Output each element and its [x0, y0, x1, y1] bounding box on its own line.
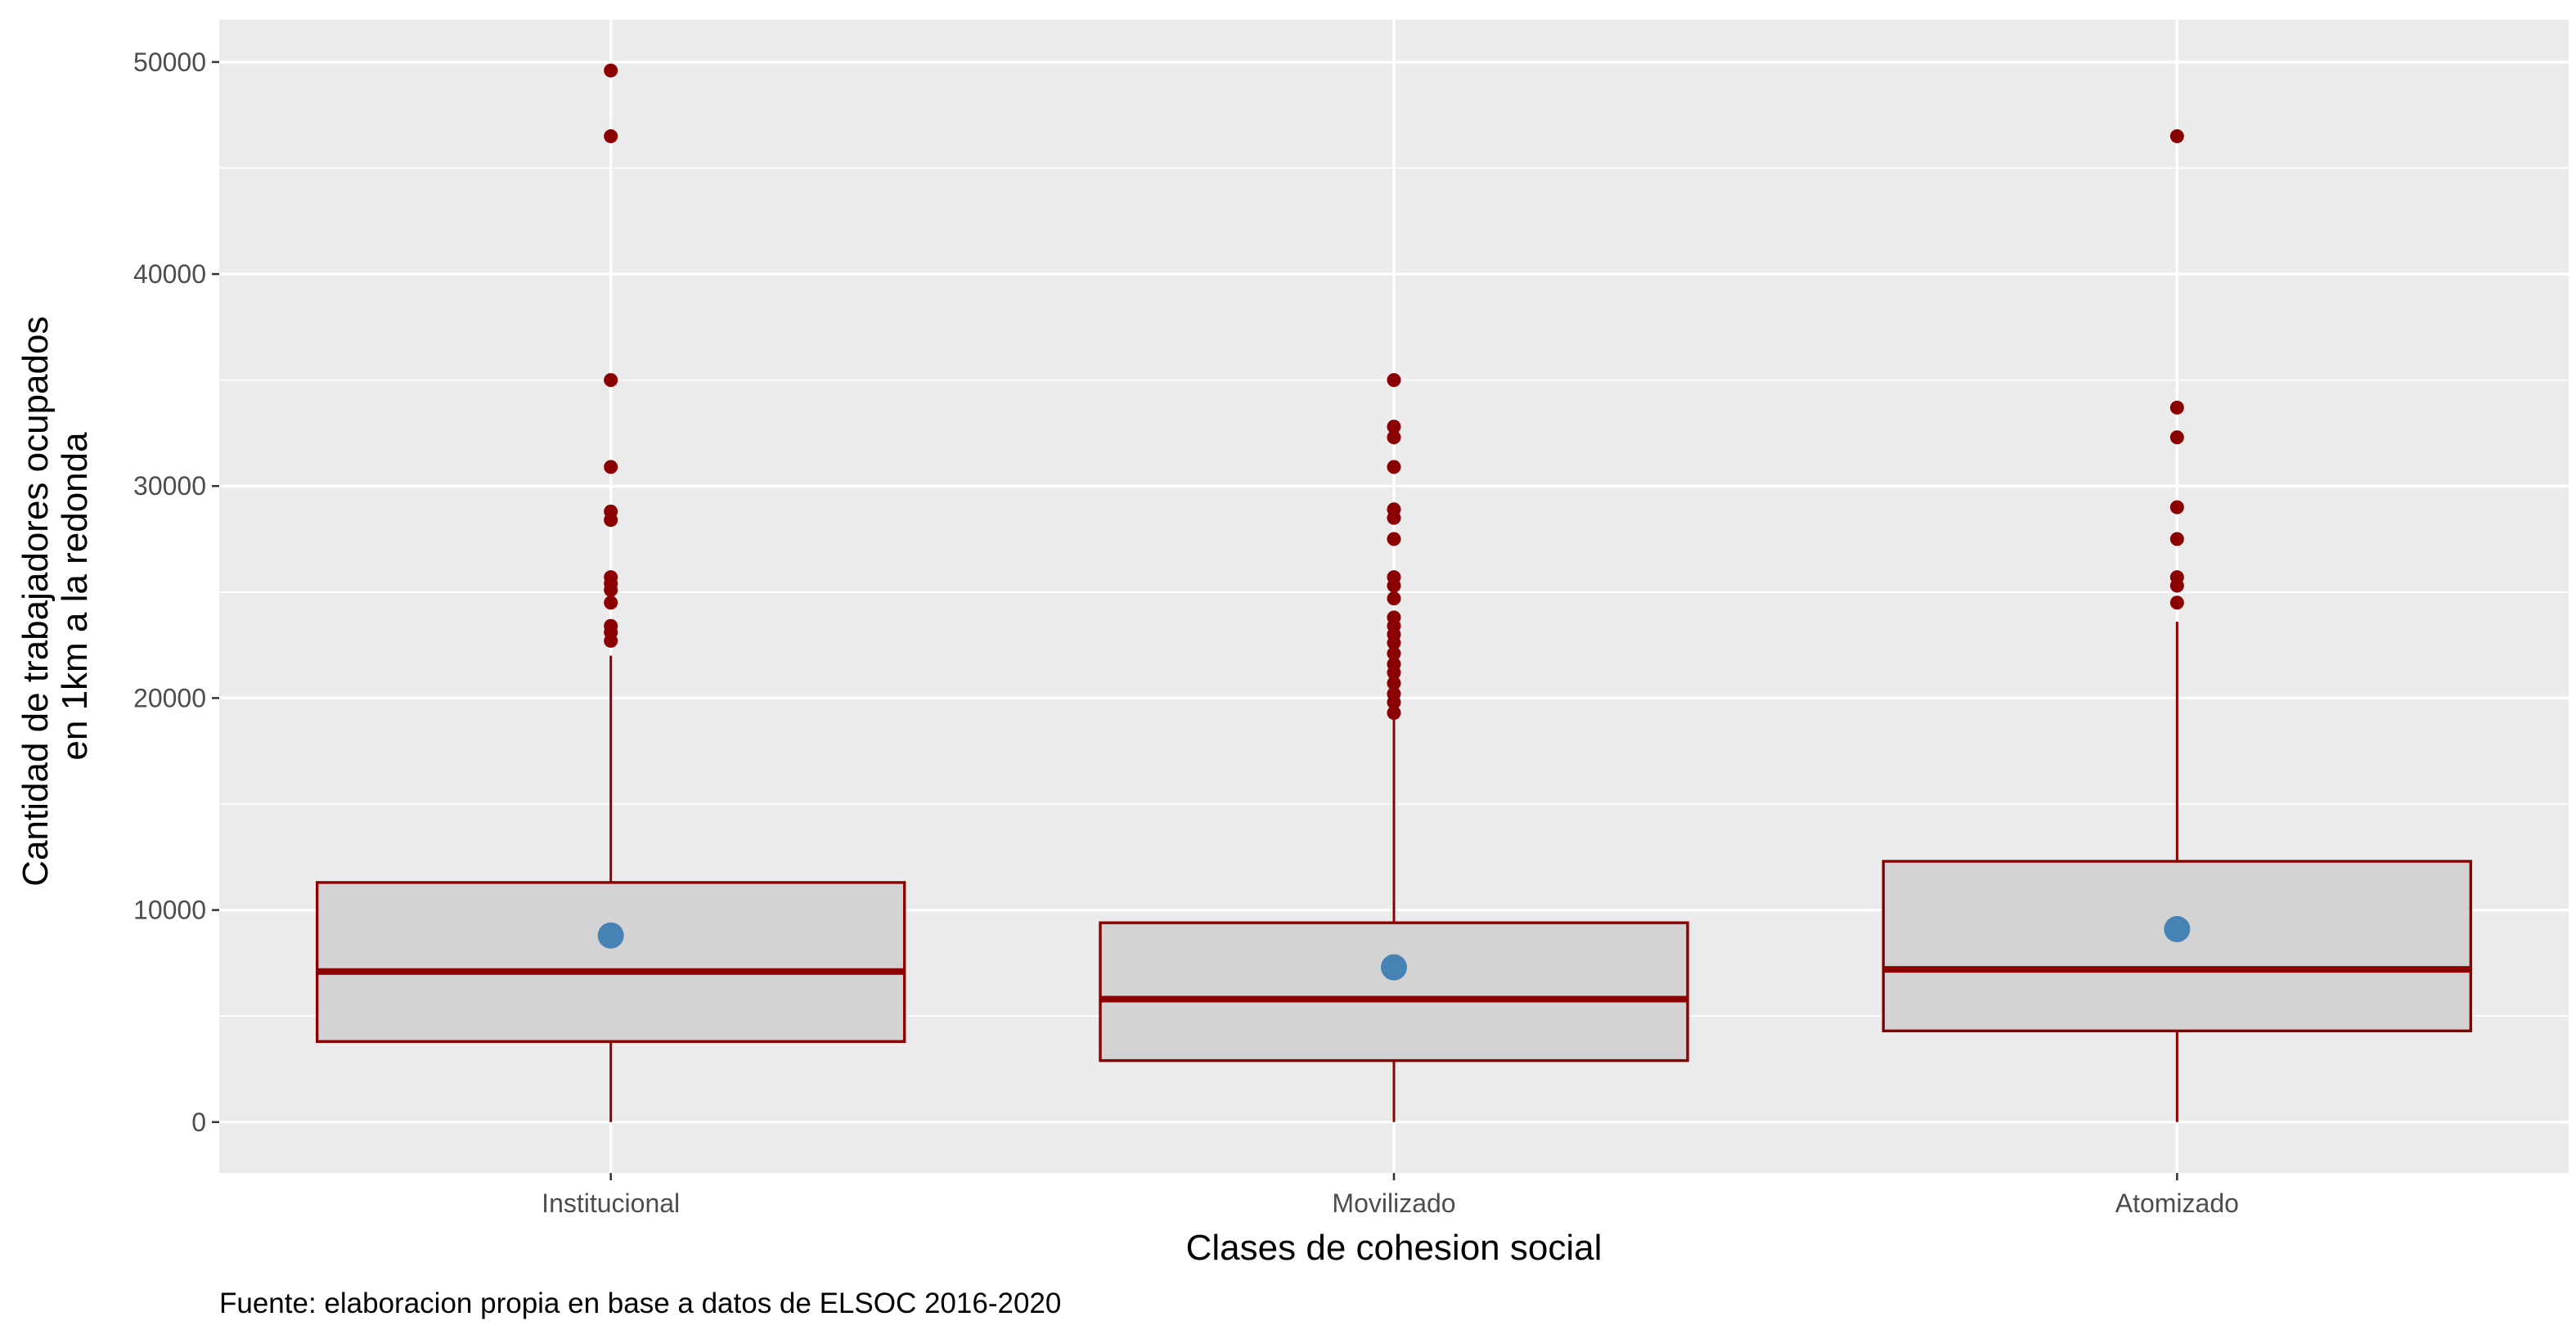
- outlier-point: [1387, 676, 1401, 690]
- y-tick-label: 0: [191, 1108, 206, 1137]
- outlier-point: [2169, 532, 2184, 546]
- x-tick-label: Institucional: [542, 1188, 680, 1218]
- mean-point: [1381, 954, 1407, 981]
- box-iqr: [315, 881, 906, 1044]
- outlier-point: [604, 460, 618, 474]
- box-movilizado: [1099, 373, 1689, 1122]
- outlier-point: [604, 63, 618, 78]
- outlier-point: [2169, 129, 2184, 144]
- outlier-point: [1387, 706, 1401, 721]
- outlier-point: [1387, 610, 1401, 625]
- boxes-layer: [315, 63, 2473, 1122]
- outlier-point: [2169, 400, 2184, 415]
- outlier-point: [1387, 502, 1401, 517]
- outlier-point: [1387, 460, 1401, 474]
- outlier-point: [2169, 430, 2184, 445]
- outlier-point: [604, 504, 618, 519]
- outlier-point: [604, 570, 618, 585]
- outlier-point: [1387, 657, 1401, 672]
- outlier-point: [1387, 532, 1401, 546]
- x-tick-label: Movilizado: [1332, 1188, 1455, 1218]
- y-tick-label: 30000: [133, 471, 206, 501]
- outlier-point: [1387, 686, 1401, 701]
- mean-point: [2164, 915, 2191, 942]
- outlier-point: [1387, 420, 1401, 434]
- box-iqr: [1881, 860, 2473, 1033]
- y-axis-title: Cantidad de trabajadores ocupados en 1km…: [16, 306, 95, 886]
- y-axis-title-line-2: en 1km a la redonda: [55, 432, 95, 761]
- outlier-point: [1387, 570, 1401, 585]
- x-axis: Institucional Movilizado Atomizado: [542, 1173, 2239, 1218]
- box-iqr: [1099, 921, 1689, 1063]
- caption: Fuente: elaboracion propia en base a dat…: [219, 1287, 1061, 1319]
- outlier-point: [604, 129, 618, 144]
- y-axis: 0 10000 20000 30000 40000 50000: [133, 47, 219, 1137]
- outlier-point: [604, 373, 618, 388]
- y-axis-title-line-1: Cantidad de trabajadores ocupados: [16, 317, 56, 887]
- y-tick-label: 40000: [133, 259, 206, 289]
- outlier-point: [2169, 500, 2184, 514]
- outlier-point: [1387, 646, 1401, 661]
- outlier-point: [1387, 591, 1401, 606]
- outlier-point: [604, 595, 618, 610]
- box-institucional: [315, 63, 906, 1122]
- y-tick-label: 50000: [133, 47, 206, 77]
- outlier-point: [1387, 430, 1401, 445]
- outlier-point: [2169, 570, 2184, 585]
- mean-point: [597, 922, 624, 949]
- x-tick-label: Atomizado: [2115, 1188, 2239, 1218]
- outlier-point: [604, 618, 618, 633]
- box-atomizado: [1881, 129, 2473, 1122]
- outlier-point: [1387, 373, 1401, 388]
- y-tick-label: 10000: [133, 896, 206, 925]
- y-tick-label: 20000: [133, 683, 206, 712]
- x-axis-title: Clases de cohesion social: [1186, 1228, 1603, 1268]
- outlier-point: [2169, 595, 2184, 610]
